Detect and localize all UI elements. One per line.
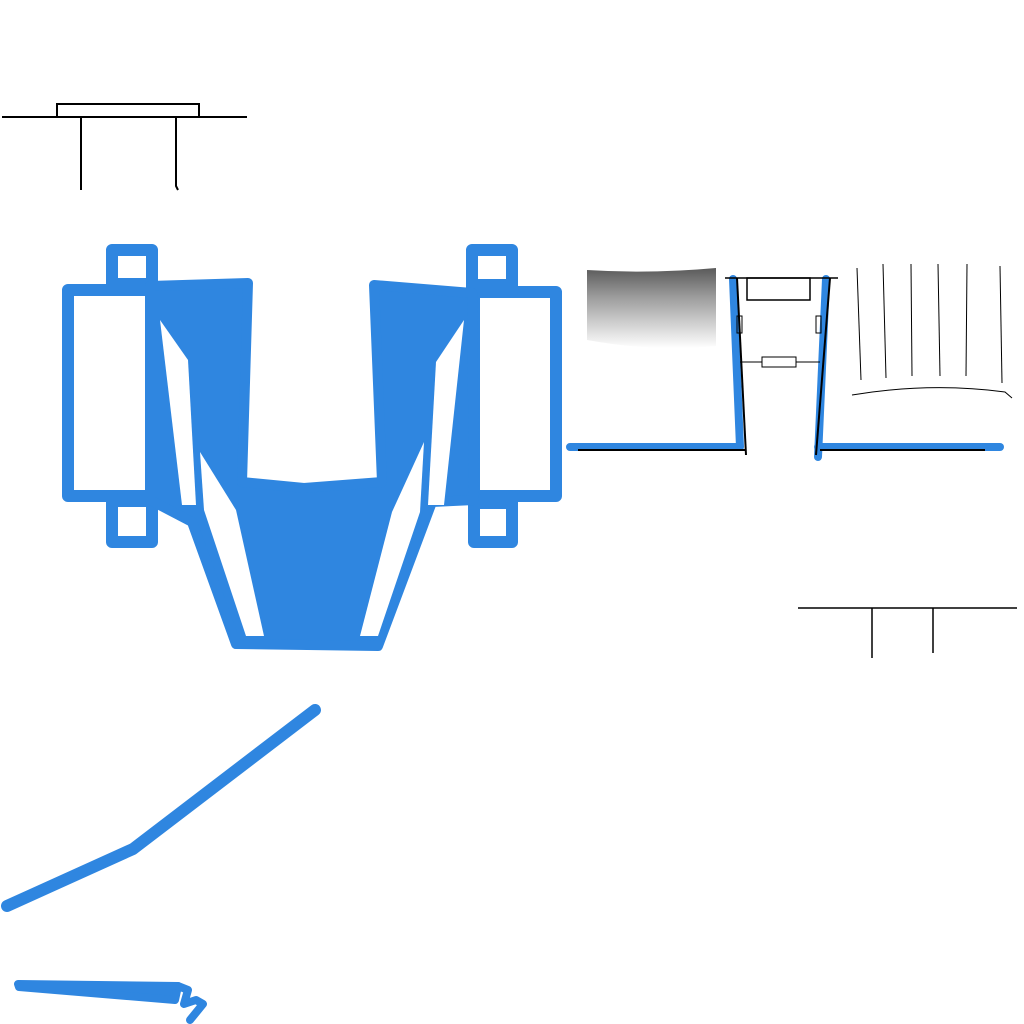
left-inner-slot	[160, 320, 196, 505]
u-shaped-machine-icon	[62, 244, 562, 651]
right-lower-slot	[360, 442, 424, 636]
u-body	[145, 278, 479, 651]
gradient-panel-icon	[587, 268, 716, 348]
vertical-lines-sketch-icon	[851, 263, 1013, 399]
channel-frame-icon	[566, 275, 1004, 461]
t-bar-sketch-icon	[798, 607, 1017, 658]
table-top-sketch-icon	[2, 103, 247, 191]
right-inner-slot	[428, 320, 464, 505]
bottom-stroke-icon	[14, 980, 207, 1024]
left-side-box	[62, 244, 158, 548]
diagonal-stroke-icon	[1, 704, 321, 912]
left-lower-slot	[200, 452, 264, 636]
right-side-box	[466, 244, 562, 548]
